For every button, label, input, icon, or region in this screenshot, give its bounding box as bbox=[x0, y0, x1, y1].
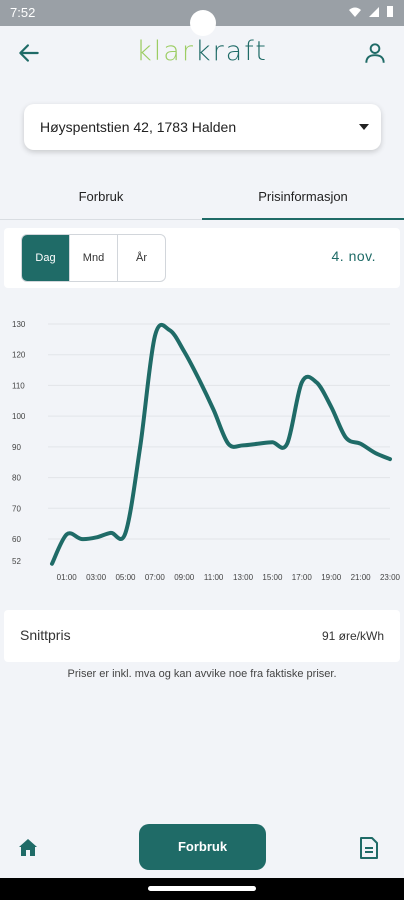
selected-date: 4. nov. bbox=[331, 248, 376, 264]
y-tick-label: 110 bbox=[12, 381, 25, 390]
battery-icon bbox=[387, 6, 393, 17]
price-chart: 52 60 70 80 90 100 110 120 130 01:00 03:00 05:00 07:… bbox=[4, 296, 401, 596]
y-tick-label: 130 bbox=[12, 320, 26, 329]
x-tick-label: 11:00 bbox=[204, 573, 224, 582]
camera-cutout bbox=[190, 10, 216, 36]
x-tick-label: 17:00 bbox=[292, 573, 313, 582]
address-value: Høyspentstien 42, 1783 Halden bbox=[40, 119, 237, 135]
period-month-button[interactable]: Mnd bbox=[70, 235, 118, 281]
y-tick-label: 100 bbox=[12, 412, 26, 421]
x-tick-label: 23:00 bbox=[380, 573, 400, 582]
chevron-down-icon bbox=[359, 124, 369, 130]
price-note: Priser er inkl. mva og kan avvike noe fr… bbox=[67, 668, 337, 680]
wifi-icon bbox=[349, 7, 361, 17]
status-icons bbox=[348, 5, 394, 18]
average-price-label: Snittpris bbox=[20, 627, 71, 643]
document-icon[interactable] bbox=[358, 836, 380, 860]
x-tick-label: 07:00 bbox=[145, 573, 166, 582]
tab-forbruk[interactable]: Forbruk bbox=[78, 189, 124, 204]
x-tick-label: 21:00 bbox=[351, 573, 372, 582]
logo-part1: klar bbox=[136, 36, 195, 67]
x-tick-label: 05:00 bbox=[115, 573, 136, 582]
period-day-button[interactable]: Dag bbox=[22, 235, 70, 281]
app-bar: klarkraft bbox=[0, 26, 404, 86]
period-year-button[interactable]: År bbox=[136, 252, 147, 264]
y-tick-label: 90 bbox=[12, 443, 21, 452]
address-dropdown[interactable]: Høyspentstien 42, 1783 Halden bbox=[24, 104, 381, 150]
y-tick-label: 80 bbox=[12, 474, 21, 483]
tab-bar: Forbruk Prisinformasjon bbox=[0, 180, 404, 222]
tab-indicator bbox=[202, 218, 404, 220]
profile-icon[interactable] bbox=[362, 40, 388, 66]
bottom-nav: Forbruk bbox=[0, 810, 404, 880]
y-tick-label: 60 bbox=[12, 535, 21, 544]
y-tick-label: 52 bbox=[12, 557, 21, 566]
system-nav-bar bbox=[0, 878, 404, 900]
price-line bbox=[50, 322, 392, 566]
average-price-card: Snittpris 91 øre/kWh bbox=[4, 610, 400, 662]
y-tick-label: 120 bbox=[12, 351, 26, 360]
signal-icon bbox=[369, 6, 379, 17]
app-logo: klarkraft bbox=[0, 36, 404, 67]
logo-part2: kraft bbox=[194, 36, 268, 67]
tab-prisinformasjon[interactable]: Prisinformasjon bbox=[258, 189, 348, 204]
x-tick-label: 03:00 bbox=[86, 573, 107, 582]
back-arrow-icon[interactable] bbox=[16, 40, 42, 66]
price-chart-svg: 52 60 70 80 90 100 110 120 130 01:00 03:00 05:00 07:… bbox=[12, 320, 401, 582]
y-tick-label: 70 bbox=[12, 504, 21, 513]
home-gesture-bar[interactable] bbox=[148, 886, 256, 891]
x-tick-label: 01:00 bbox=[57, 573, 78, 582]
forbruk-button[interactable]: Forbruk bbox=[139, 824, 266, 870]
average-price-value: 91 øre/kWh bbox=[321, 629, 384, 643]
x-tick-label: 19:00 bbox=[321, 573, 342, 582]
x-tick-label: 13:00 bbox=[233, 573, 254, 582]
home-icon[interactable] bbox=[16, 836, 40, 860]
period-panel: Dag Mnd År 4. nov. bbox=[4, 228, 400, 288]
x-tick-label: 09:00 bbox=[174, 573, 195, 582]
x-tick-label: 15:00 bbox=[262, 573, 283, 582]
period-selector: Dag Mnd År bbox=[21, 234, 166, 282]
status-time: 7:52 bbox=[10, 5, 36, 20]
